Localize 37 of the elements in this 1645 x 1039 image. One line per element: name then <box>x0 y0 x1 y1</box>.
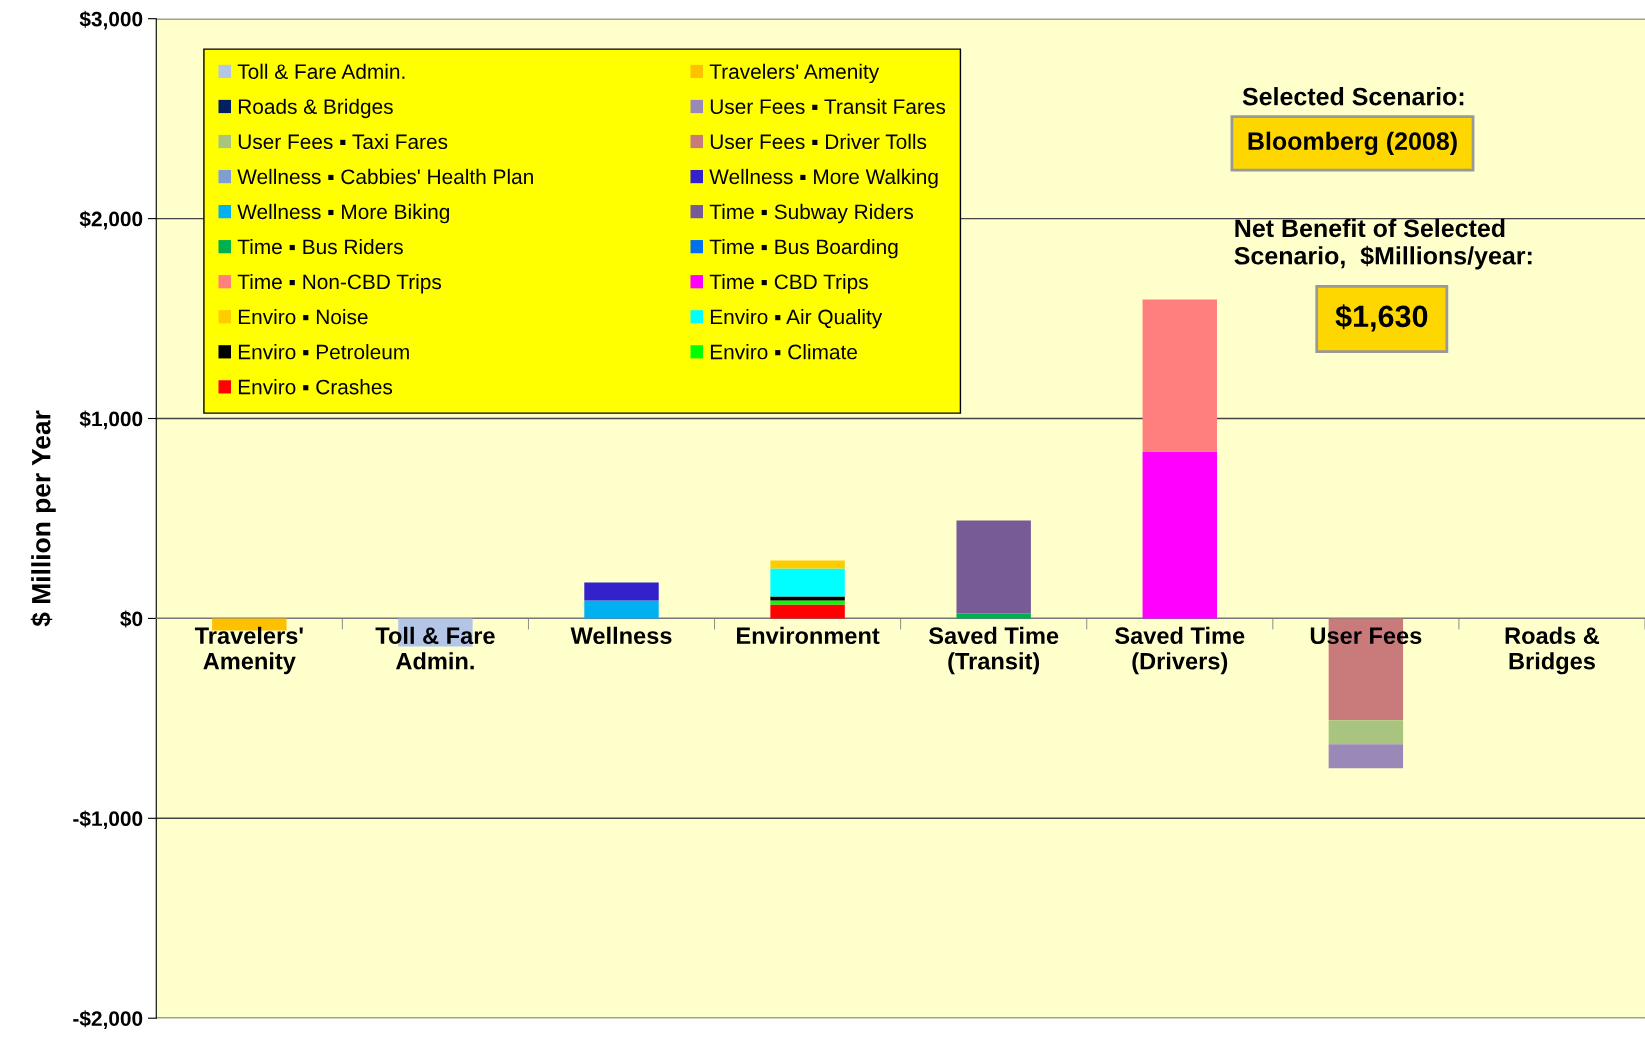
legend-label: Toll & Fare Admin. <box>237 63 405 79</box>
legend-label: User Fees ▪ Taxi Fares <box>238 133 448 150</box>
legend-label: User Fees ▪ Driver Tolls <box>710 133 927 150</box>
x-tick-label: Environment <box>737 626 880 645</box>
legend-label: Enviro ▪ Petroleum <box>238 344 409 360</box>
annotation: Bloomberg (2008) <box>1248 131 1457 156</box>
legend-label: User Fees ▪ Transit Fares <box>710 98 946 115</box>
x-tick-label: Toll & Fare Admin. <box>375 626 495 670</box>
annotation: $1,630 <box>1335 304 1428 332</box>
x-tick-label: Roads & Bridges <box>1505 626 1600 675</box>
legend-label: Time ▪ CBD Trips <box>709 273 868 294</box>
y-tick-label: -$1,000 <box>73 810 143 830</box>
legend-label: Travelers' Amenity <box>709 63 880 84</box>
legend-label: Time ▪ Bus Riders <box>237 238 403 255</box>
legend-label: Roads & Bridges <box>238 98 393 119</box>
legend-label: Wellness ▪ More Walking <box>709 168 938 189</box>
y-tick-label: $1,000 <box>79 410 143 430</box>
y-tick-label: -$2,000 <box>73 1010 143 1029</box>
y-tick-label: $3,000 <box>79 10 143 30</box>
legend-label: Time ▪ Bus Boarding <box>709 238 898 259</box>
legend-label: Enviro ▪ Climate <box>710 344 857 360</box>
annotation: Net Benefit of Selected Scenario, $Millions/year: <box>1234 218 1532 270</box>
legend-label: Enviro ▪ Noise <box>238 309 368 325</box>
y-tick-label: $2,000 <box>79 210 143 230</box>
y-tick-label: $0 <box>120 610 143 628</box>
y-axis-title: $ Million per Year <box>30 410 56 627</box>
legend-label: Time ▪ Subway Riders <box>709 203 914 224</box>
annotation: Selected Scenario: <box>1242 87 1464 106</box>
legend-label: Enviro ▪ Air Quality <box>710 309 883 329</box>
x-tick-label: Wellness <box>570 626 672 645</box>
legend-label: Wellness ▪ Cabbies' Health Plan <box>237 168 533 185</box>
x-tick-label: Saved Time (Transit) <box>928 626 1059 675</box>
x-tick-label: Saved Time (Drivers) <box>1115 626 1245 675</box>
x-tick-label: Travelers' Amenity <box>194 626 303 675</box>
legend-label: Wellness ▪ More Biking <box>237 203 450 224</box>
legend-label: Time ▪ Non-CBD Trips <box>237 273 442 294</box>
legend-label: Enviro ▪ Crashes <box>238 379 393 395</box>
